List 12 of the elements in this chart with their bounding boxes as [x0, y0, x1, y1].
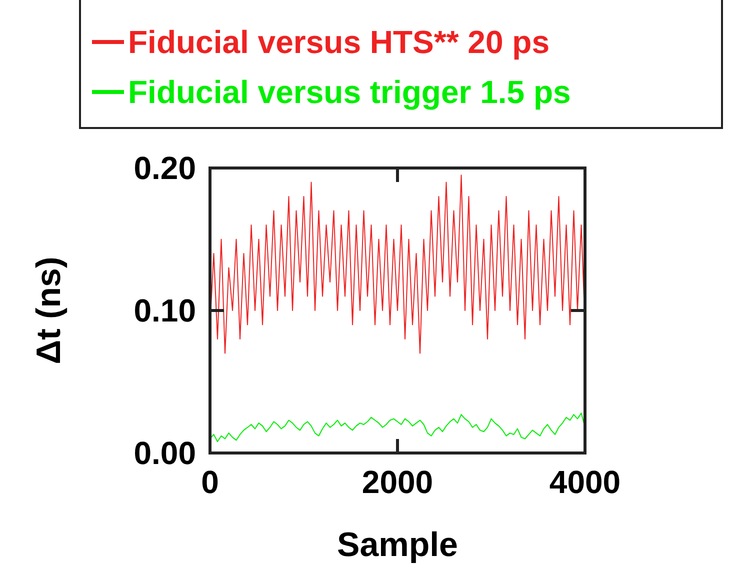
x-axis-title: Sample [337, 526, 458, 564]
y-axis-title: Δt (ns) [30, 256, 68, 364]
x-tick-label: 2000 [362, 464, 434, 500]
x-tick-label: 0 [201, 464, 219, 500]
legend-label: Fiducial versus trigger 1.5 ps [128, 74, 571, 110]
line-series [210, 174, 586, 354]
y-tick-label: 0.10 [134, 292, 196, 329]
line-series [210, 412, 586, 442]
x-tick-label: 4000 [549, 464, 621, 500]
legend-label: Fiducial versus HTS** 20 ps [128, 24, 550, 60]
y-tick-label: 0.00 [134, 435, 196, 472]
y-tick-label: 0.20 [134, 150, 196, 186]
